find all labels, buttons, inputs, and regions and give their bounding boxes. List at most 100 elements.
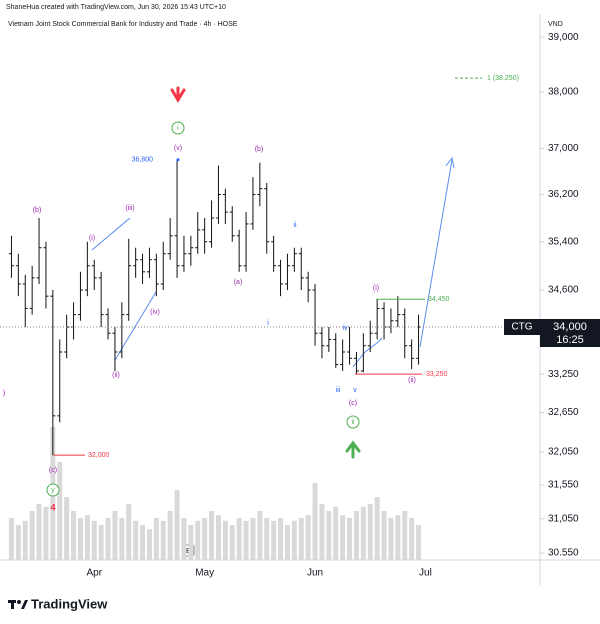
volume-bar [271,520,277,560]
volume-bar [367,504,373,560]
y-tick-label: 30.550 [548,548,579,559]
volume-bar [264,518,270,560]
volume-bar [174,490,180,560]
y-tick-label: 39,000 [548,32,579,43]
y-tick-label: 34,600 [548,285,579,296]
volume-bar [8,518,14,560]
wave-label: iv [342,325,348,332]
volume-bar [160,520,166,560]
volume-bar [57,462,63,560]
volume-bar [250,518,256,560]
wave-label: (iv) [150,309,160,316]
volume-bar [340,515,346,560]
volume-bar [22,520,28,560]
volume-bar [353,511,359,560]
volume-bar [209,511,215,560]
wave-circle [171,121,185,135]
wave-label: (c) [349,400,357,407]
projection-line [419,159,453,348]
wave-label: (a) [234,279,243,286]
volume-bar [91,520,97,560]
wave-label: (b) [33,207,42,214]
price-label: 33,250 [426,371,448,378]
countdown: 16:25 [556,334,584,346]
price-label: 34,450 [428,296,450,303]
currency: VND [548,21,563,28]
volume-bar [278,518,284,560]
symbol-box [504,319,540,336]
brand: TradingView [31,596,108,611]
wave-label: (c) [49,467,57,474]
volume-bar [36,504,42,560]
brand-logo [8,600,28,609]
target-label: 1 (38,250) [487,75,519,82]
price-label: 36,800 [132,157,154,164]
wave-label: (ii) [112,372,120,379]
volume-bar [229,525,235,560]
y-tick-label: 31,550 [548,480,579,491]
volume-bar [84,515,90,560]
volume-bar [319,504,325,560]
y-tick-label: 32,050 [548,446,579,457]
volume-bar [409,518,415,560]
volume-bar [181,518,187,560]
volume-bar [388,518,394,560]
x-tick-label: Jul [419,568,432,579]
wave-label: (ii) [408,377,416,384]
volume-bar [333,506,339,560]
credit: ShaneHua created with TradingView.com, J… [6,4,226,11]
projection-arrowhead [445,156,455,169]
volume-bar [140,525,146,560]
volume-bar [222,520,228,560]
x-tick-label: May [195,568,214,579]
volume-bar [119,518,125,560]
volume-bar [202,518,208,560]
volume-bar [105,518,111,560]
wave-label: i [267,320,269,327]
volume-bar [188,525,194,560]
volume-bar [215,515,221,560]
volume-bar [291,520,297,560]
volume-bar [284,525,290,560]
volume-bar [77,518,83,560]
wave-label: v [353,387,357,394]
volume-bar [146,529,152,560]
y-tick-label: 31,050 [548,513,579,524]
wave-label: ii [293,222,297,229]
volume-bar [347,518,353,560]
volume-bar [64,497,70,560]
volume-bar [71,511,77,560]
volume-bar [243,520,249,560]
wave-label: (b) [255,146,264,153]
down-arrow [170,86,186,103]
volume-bar [153,518,159,560]
wave-label: (v) [174,145,182,152]
wave-circle [346,415,360,429]
wave-line [91,217,131,251]
symbol-title: Vietnam Joint Stock Commercial Bank for … [8,21,238,28]
volume-bar [15,525,21,560]
volume-bar [133,520,139,560]
logo-part [21,600,28,609]
volume-bar [112,511,118,560]
logo-part [17,600,21,604]
volume-bar [360,506,366,560]
x-tick-label: Jun [307,568,323,579]
volume-bar [126,504,132,560]
last-price: 34,000 [553,321,587,333]
symbol: CTG [511,322,532,333]
price-point [176,158,180,162]
x-tick-label: Apr [86,568,102,579]
wave-label: i [177,125,179,132]
up-arrow [345,440,361,459]
volume-bar [381,511,387,560]
volume-bar [167,511,173,560]
y-tick-label: 35,400 [548,236,579,247]
y-tick-label: 32,650 [548,407,579,418]
volume-bar [305,515,311,560]
volume-bar [374,497,380,560]
wave-label: 4 [50,502,55,512]
volume-bar [195,520,201,560]
price-label: 32,000 [88,452,110,459]
